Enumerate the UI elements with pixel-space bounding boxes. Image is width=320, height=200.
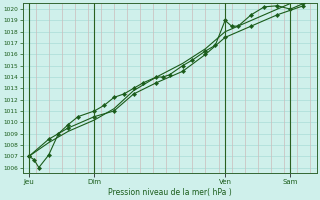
X-axis label: Pression niveau de la mer( hPa ): Pression niveau de la mer( hPa ) — [108, 188, 231, 197]
